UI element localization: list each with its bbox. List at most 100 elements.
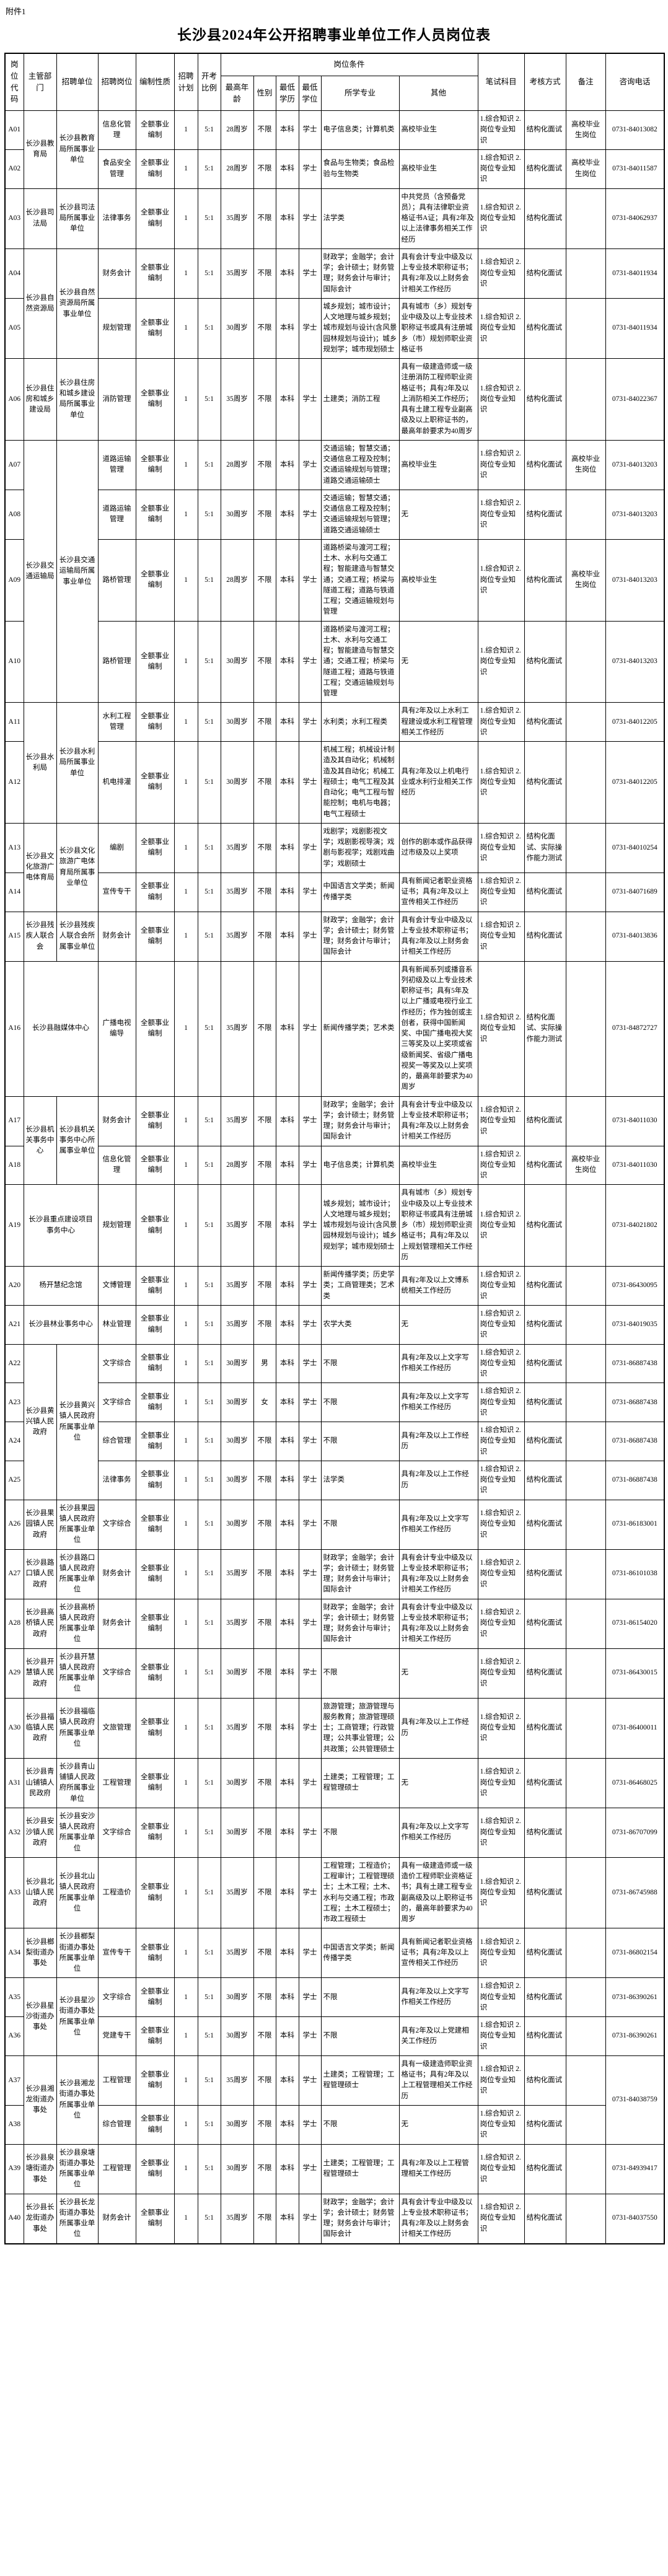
table-row: A24 综合管理 全额事业编制 1 5:1 30周岁 不限 本科 学士 不限 具有2年及以上工作经历… xyxy=(4,1422,665,1461)
cell-assess-method: 结构化面试 xyxy=(524,1499,566,1550)
cell-ratio: 5:1 xyxy=(197,702,221,742)
cell-remark xyxy=(565,1857,606,1929)
cell-min-edu: 本科 xyxy=(275,741,299,824)
cell-assess-method: 结构化面试 xyxy=(524,2016,566,2056)
cell-post-code: A16 xyxy=(4,961,24,1097)
table-row: A29 长沙县开慧镇人民政府 长沙县开慧镇人民政府所属事业单位 文字综合 全额事业编制 1… xyxy=(4,1648,665,1699)
table-row: A25 法律事务 全额事业编制 1 5:1 30周岁 不限 本科 学士 法学类 具有2年及以上工作经… xyxy=(4,1460,665,1500)
cell-min-edu: 本科 xyxy=(275,1145,299,1185)
cell-post-code: A10 xyxy=(4,620,24,703)
cell-remark xyxy=(565,297,606,359)
cell-phone: 0731-84872727 xyxy=(605,961,665,1097)
cell-exam-subjects: 1.综合知识 2.岗位专业知识 xyxy=(477,1757,525,1808)
cell-nature: 全额事业编制 xyxy=(135,1096,175,1146)
cell-dept: 长沙县教育局 xyxy=(23,110,57,189)
cell-other: 具有一级建造师或一级注册消防工程师职业资格证书；具有2年及以上消防相关工作经历；… xyxy=(398,358,478,441)
table-row: A02 食品安全管理 全额事业编制 1 5:1 28周岁 不限 本科 学士 食品与生物类；食品检验… xyxy=(4,149,665,189)
cell-unit: 长沙县湘龙街道办事处所属事业单位 xyxy=(56,2055,99,2145)
table-row: A19 长沙县重点建设项目事务中心 规划管理 全额事业编制 1 5:1 35周岁 不限 本科 学士… xyxy=(4,1184,665,1267)
table-row: A10 路桥管理 全额事业编制 1 5:1 30周岁 不限 本科 学士 道路桥梁与渡河工程；土木、… xyxy=(4,620,665,703)
cell-remark xyxy=(565,1422,606,1461)
cell-assess-method: 结构化面试、实际操作能力测试 xyxy=(524,961,566,1097)
cell-ratio: 5:1 xyxy=(197,2016,221,2056)
cell-max-age: 28周岁 xyxy=(220,439,254,490)
cell-nature: 全额事业编制 xyxy=(135,872,175,912)
cell-assess-method: 结构化面试 xyxy=(524,297,566,359)
col-header-ratio: 开考比例 xyxy=(197,53,221,111)
cell-plan: 1 xyxy=(174,489,198,540)
cell-ratio: 5:1 xyxy=(197,149,221,189)
cell-min-degree: 学士 xyxy=(298,110,322,150)
cell-remark: 高校毕业生岗位 xyxy=(565,149,606,189)
table-row: A12 机电排灌 全额事业编制 1 5:1 30周岁 不限 本科 学士 机械工程；机械设计制造及其… xyxy=(4,741,665,824)
cell-gender: 不限 xyxy=(253,1422,276,1461)
cell-other: 高校毕业生 xyxy=(398,1145,478,1185)
cell-plan: 1 xyxy=(174,1499,198,1550)
cell-unit: 长沙县星沙街道办事处所属事业单位 xyxy=(56,1977,99,2056)
cell-nature: 全额事业编制 xyxy=(135,1383,175,1422)
cell-exam-subjects: 1.综合知识 2.岗位专业知识 xyxy=(477,1598,525,1649)
cell-dept: 长沙县北山镇人民政府 xyxy=(23,1857,57,1929)
cell-plan: 1 xyxy=(174,822,198,873)
cell-other: 具有2年及以上工作经历 xyxy=(398,1460,478,1500)
cell-post-code: A01 xyxy=(4,110,24,150)
cell-post: 规划管理 xyxy=(97,1184,136,1267)
cell-phone: 0731-84037550 xyxy=(605,2193,665,2244)
cell-gender: 不限 xyxy=(253,248,276,299)
cell-nature: 全额事业编制 xyxy=(135,297,175,359)
cell-unit: 长沙县开慧镇人民政府所属事业单位 xyxy=(56,1648,99,1699)
cell-post-code: A27 xyxy=(4,1549,24,1599)
table-row: A06 长沙县住房和城乡建设局 长沙县住房和城乡建设局所属事业单位 消防管理 全额事业编… xyxy=(4,358,665,441)
cell-nature: 全额事业编制 xyxy=(135,188,175,249)
cell-post-code: A11 xyxy=(4,702,24,742)
cell-nature: 全额事业编制 xyxy=(135,2055,175,2106)
cell-dept: 长沙县高桥镇人民政府 xyxy=(23,1598,57,1649)
cell-max-age: 30周岁 xyxy=(220,702,254,742)
cell-other: 具有2年及以上文字写作相关工作经历 xyxy=(398,1343,478,1384)
cell-gender: 不限 xyxy=(253,2104,276,2145)
cell-phone: 0731-84010254 xyxy=(605,822,665,873)
cell-assess-method: 结构化面试 xyxy=(524,911,566,962)
cell-exam-subjects: 1.综合知识 2.岗位专业知识 xyxy=(477,1928,525,1979)
cell-plan: 1 xyxy=(174,439,198,490)
cell-post: 法律事务 xyxy=(97,1460,136,1500)
cell-phone: 0731-84038759 xyxy=(605,2055,665,2145)
cell-assess-method: 结构化面试 xyxy=(524,2055,566,2106)
cell-exam-subjects: 1.综合知识 2.岗位专业知识 xyxy=(477,2104,525,2145)
cell-post-code: A23 xyxy=(4,1383,24,1422)
cell-post: 工程管理 xyxy=(97,2143,136,2194)
cell-plan: 1 xyxy=(174,872,198,912)
col-header-major: 所学专业 xyxy=(320,76,400,111)
cell-phone: 0731-84011587 xyxy=(605,149,665,189)
table-row: A32 长沙县安沙镇人民政府 长沙县安沙镇人民政府所属事业单位 文字综合 全额事业编制 1… xyxy=(4,1807,665,1858)
cell-post-code: A06 xyxy=(4,358,24,441)
table-row: A13 长沙县文化旅游广电体育局 长沙县文化旅游广电体育局所属事业单位 编剧 全额事业编… xyxy=(4,822,665,912)
cell-unit: 长沙县教育局所属事业单位 xyxy=(56,110,99,189)
cell-other: 具有城市（乡）规划专业中级及以上专业技术职称证书或具有注册城乡（市）规划师职业资… xyxy=(398,297,478,359)
cell-ratio: 5:1 xyxy=(197,1807,221,1858)
cell-post-code: A20 xyxy=(4,1266,24,1306)
cell-assess-method: 结构化面试 xyxy=(524,188,566,249)
cell-max-age: 28周岁 xyxy=(220,149,254,189)
cell-max-age: 30周岁 xyxy=(220,297,254,359)
cell-remark xyxy=(565,489,606,540)
table-row: A03 长沙县司法局 长沙县司法局所属事业单位 法律事务 全额事业编制 1 5:1 35周岁不… xyxy=(4,188,665,249)
cell-ratio: 5:1 xyxy=(197,1928,221,1979)
cell-post-code: A32 xyxy=(4,1807,24,1858)
col-header-unit: 招聘单位 xyxy=(56,53,99,111)
cell-gender: 不限 xyxy=(253,1145,276,1185)
cell-nature: 全额事业编制 xyxy=(135,439,175,490)
cell-max-age: 35周岁 xyxy=(220,911,254,962)
cell-nature: 全额事业编制 xyxy=(135,248,175,299)
cell-nature: 全额事业编制 xyxy=(135,1499,175,1550)
cell-min-edu: 本科 xyxy=(275,2055,299,2106)
cell-plan: 1 xyxy=(174,1928,198,1979)
cell-remark xyxy=(565,911,606,962)
cell-min-edu: 本科 xyxy=(275,1422,299,1461)
cell-post-code: A04 xyxy=(4,248,24,299)
cell-assess-method: 结构化面试 xyxy=(524,149,566,189)
cell-ratio: 5:1 xyxy=(197,1383,221,1422)
cell-unit: 长沙县路口镇人民政府所属事业单位 xyxy=(56,1549,99,1599)
cell-post: 道路运输管理 xyxy=(97,489,136,540)
cell-post: 文字综合 xyxy=(97,1648,136,1699)
